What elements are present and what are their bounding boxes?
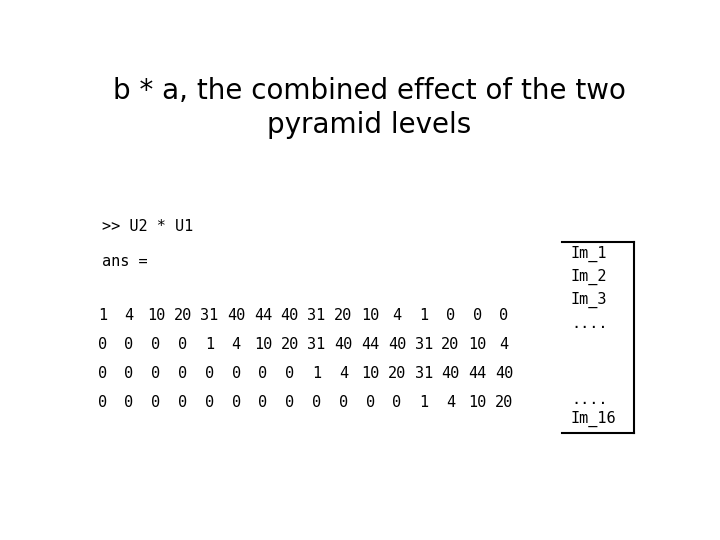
Text: 0: 0 <box>151 366 161 381</box>
Text: 4: 4 <box>339 366 348 381</box>
Text: 0: 0 <box>339 395 348 410</box>
Text: 20: 20 <box>174 308 192 323</box>
Text: Im_16: Im_16 <box>571 411 616 427</box>
Text: 0: 0 <box>446 308 455 323</box>
Text: 0: 0 <box>500 308 508 323</box>
Text: b * a, the combined effect of the two
pyramid levels: b * a, the combined effect of the two py… <box>112 77 626 139</box>
Text: 10: 10 <box>468 395 487 410</box>
Text: ....: .... <box>571 392 608 407</box>
Text: 20: 20 <box>495 395 513 410</box>
Text: 1: 1 <box>312 366 321 381</box>
Text: 0: 0 <box>178 395 187 410</box>
Text: 0: 0 <box>473 308 482 323</box>
Text: 0: 0 <box>205 366 214 381</box>
Text: 0: 0 <box>232 395 240 410</box>
Text: 31: 31 <box>307 308 325 323</box>
Text: 0: 0 <box>98 395 107 410</box>
Text: 40: 40 <box>388 337 406 352</box>
Text: 10: 10 <box>468 337 487 352</box>
Text: Im_3: Im_3 <box>571 292 608 308</box>
Text: 1: 1 <box>98 308 107 323</box>
Text: 0: 0 <box>178 366 187 381</box>
Text: 0: 0 <box>125 337 134 352</box>
Text: 0: 0 <box>392 395 402 410</box>
Text: 40: 40 <box>227 308 246 323</box>
Text: 20: 20 <box>334 308 353 323</box>
Text: 10: 10 <box>254 337 272 352</box>
Text: 0: 0 <box>232 366 240 381</box>
Text: 10: 10 <box>147 308 165 323</box>
Text: 1: 1 <box>419 308 428 323</box>
Text: 0: 0 <box>98 337 107 352</box>
Text: 44: 44 <box>254 308 272 323</box>
Text: 4: 4 <box>500 337 508 352</box>
Text: 0: 0 <box>151 395 161 410</box>
Text: 40: 40 <box>334 337 353 352</box>
Text: 4: 4 <box>446 395 455 410</box>
Text: 40: 40 <box>441 366 459 381</box>
Text: 31: 31 <box>307 337 325 352</box>
Text: 10: 10 <box>361 308 379 323</box>
Text: 31: 31 <box>415 366 433 381</box>
Text: 4: 4 <box>232 337 240 352</box>
Text: 40: 40 <box>495 366 513 381</box>
Text: 0: 0 <box>205 395 214 410</box>
Text: 0: 0 <box>151 337 161 352</box>
Text: 1: 1 <box>419 395 428 410</box>
Text: 0: 0 <box>285 395 294 410</box>
Text: 10: 10 <box>361 366 379 381</box>
Text: 0: 0 <box>258 395 268 410</box>
Text: 20: 20 <box>441 337 459 352</box>
Text: 0: 0 <box>258 366 268 381</box>
Text: 20: 20 <box>281 337 299 352</box>
Text: ....: .... <box>571 316 608 331</box>
Text: 44: 44 <box>361 337 379 352</box>
Text: 40: 40 <box>281 308 299 323</box>
Text: 0: 0 <box>366 395 374 410</box>
Text: 1: 1 <box>205 337 214 352</box>
Text: 0: 0 <box>178 337 187 352</box>
Text: >> U2 * U1: >> U2 * U1 <box>102 219 194 234</box>
Text: 20: 20 <box>388 366 406 381</box>
Text: 44: 44 <box>468 366 487 381</box>
Text: 0: 0 <box>285 366 294 381</box>
Text: 4: 4 <box>392 308 402 323</box>
Text: Im_1: Im_1 <box>571 246 608 262</box>
Text: ans =: ans = <box>102 254 148 269</box>
Text: 0: 0 <box>125 366 134 381</box>
Text: 0: 0 <box>125 395 134 410</box>
Text: 0: 0 <box>312 395 321 410</box>
Text: 4: 4 <box>125 308 134 323</box>
Text: 31: 31 <box>200 308 219 323</box>
Text: Im_2: Im_2 <box>571 269 608 285</box>
Text: 0: 0 <box>98 366 107 381</box>
Text: 31: 31 <box>415 337 433 352</box>
